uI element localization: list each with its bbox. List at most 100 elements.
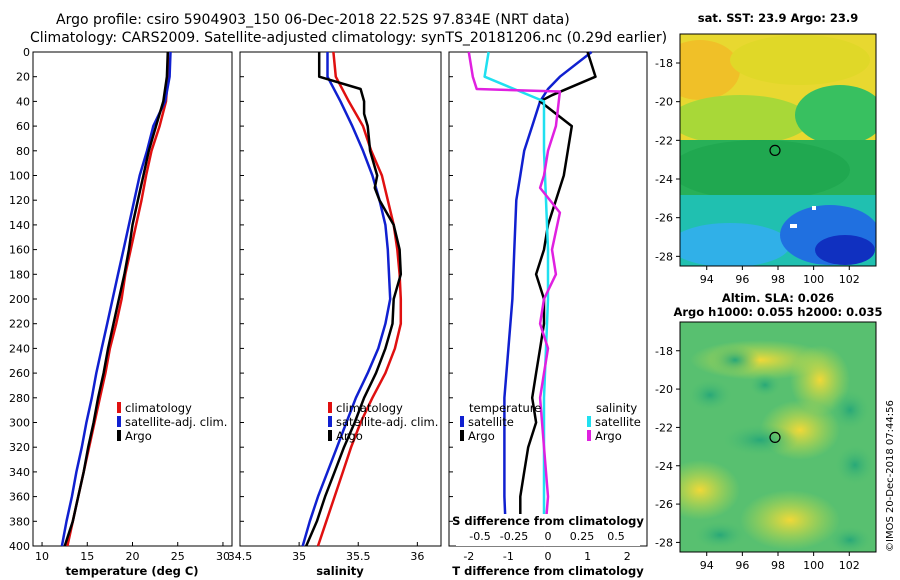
salinity-panel: 34.5 35 35.5 36 salinity climatology satell… <box>228 51 442 578</box>
sla-map-panel: Altim. SLA: 0.026 Argo h1000: 0.055 h200… <box>655 291 883 572</box>
temperature-panel: 0 20 40 60 80 100 120 140 160 180 200 220 240 260 280 3… <box>9 46 233 578</box>
series-line-temperature-satellite <box>503 51 593 547</box>
legend-swatch-argo <box>328 430 332 441</box>
x-tick-label: 25 <box>171 550 185 563</box>
depth-tick-label: 320 <box>9 441 30 454</box>
legend-swatch-satellite <box>328 416 332 427</box>
series-line-salinity-argo <box>467 51 562 547</box>
legend-label-climatology: climatology <box>336 401 403 415</box>
depth-tick-label: 160 <box>9 244 30 257</box>
figure-title-line1: Argo profile: csiro 5904903_150 06-Dec-2… <box>56 12 570 28</box>
legend-swatch-t-satellite <box>460 416 464 427</box>
legend-label-s-argo: Argo <box>595 429 622 443</box>
x-tick-label: 20 <box>126 550 140 563</box>
depth-tick-label: 0 <box>23 46 30 59</box>
legend-swatch-s-argo <box>587 430 591 441</box>
series-line-argo <box>63 51 170 547</box>
map-lon-label: 100 <box>803 559 824 572</box>
sst-map-ticks: 94 96 98 100 102 -18 -20 -22 -24 -26 -28 <box>655 57 860 286</box>
map-lon-label: 102 <box>839 273 860 286</box>
s-diff-tick-label: 0.25 <box>570 530 595 543</box>
temperature-xlabel: temperature (deg C) <box>65 564 198 578</box>
legend-swatch-s-satellite <box>587 416 591 427</box>
legend-swatch-satellite <box>117 416 121 427</box>
map-lon-label: 96 <box>735 559 749 572</box>
x-tick-label: 36 <box>410 550 424 563</box>
legend-swatch-climatology <box>328 402 332 413</box>
x-tick-label: 0 <box>545 550 552 563</box>
depth-tick-label: 200 <box>9 293 30 306</box>
map-lon-label: 96 <box>735 273 749 286</box>
series-line-satellite-adj-clim- <box>301 52 392 547</box>
x-tick-label: 2 <box>624 550 631 563</box>
map-lon-label: 94 <box>700 559 714 572</box>
depth-tick-label: 260 <box>9 367 30 380</box>
depth-tick-label: 120 <box>9 194 30 207</box>
s-difference-axis-box <box>456 514 640 546</box>
difference-series <box>467 51 597 547</box>
series-line-temperature-argo <box>519 51 597 546</box>
depth-tick-label: 40 <box>16 95 30 108</box>
map-lat-label: -24 <box>655 460 673 473</box>
s-difference-xlabel: S difference from climatology <box>452 514 644 528</box>
depth-tick-label: 180 <box>9 268 30 281</box>
argo-position-marker <box>769 144 781 156</box>
x-tick-label: 15 <box>80 550 94 563</box>
depth-tick-label: 280 <box>9 392 30 405</box>
sst-map-title: sat. SST: 23.9 Argo: 23.9 <box>698 11 858 25</box>
series-line-climatology <box>316 51 403 547</box>
map-lat-label: -22 <box>655 421 673 434</box>
map-lon-label: 102 <box>839 559 860 572</box>
x-tick-label: 35.5 <box>346 550 371 563</box>
difference-legend: temperature satellite Argo salinity sate… <box>460 401 641 443</box>
depth-tick-label: 240 <box>9 342 30 355</box>
salinity-legend: climatology satellite-adj. clim. Argo <box>328 401 438 443</box>
legend-title-temperature: temperature <box>469 401 541 415</box>
depth-tick-label: 340 <box>9 466 30 479</box>
x-tick-label: -2 <box>463 550 474 563</box>
s-diff-tick-label: -0.25 <box>500 530 528 543</box>
legend-label-argo: Argo <box>125 429 152 443</box>
legend-label-climatology: climatology <box>125 401 192 415</box>
depth-tick-label: 380 <box>9 515 30 528</box>
map-lat-label: -26 <box>655 498 673 511</box>
sst-map-field <box>680 34 876 266</box>
s-difference-ticks: -0.5 -0.25 0 0.25 0.5 <box>469 530 624 543</box>
s-diff-tick-label: 0 <box>545 530 552 543</box>
map-lat-label: -18 <box>655 57 673 70</box>
depth-tick-label: 300 <box>9 417 30 430</box>
map-lat-label: -26 <box>655 212 673 225</box>
depth-tick-label: 20 <box>16 71 30 84</box>
imos-timestamp: ©IMOS 20-Dec-2018 07:44:56 <box>885 400 896 552</box>
map-lat-label: -20 <box>655 96 673 109</box>
salinity-xlabel: salinity <box>316 564 364 578</box>
map-lon-label: 100 <box>803 273 824 286</box>
map-lon-label: 98 <box>771 559 785 572</box>
argo-position-marker <box>769 431 781 443</box>
legend-label-t-satellite: satellite <box>468 415 514 429</box>
temperature-legend: climatology satellite-adj. clim. Argo <box>117 401 227 443</box>
x-tick-label: -1 <box>503 550 514 563</box>
temperature-series <box>60 51 172 547</box>
figure-title-line2: Climatology: CARS2009. Satellite-adjuste… <box>30 30 667 46</box>
legend-label-s-satellite: satellite <box>595 415 641 429</box>
depth-tick-label: 80 <box>16 145 30 158</box>
depth-tick-label: 60 <box>16 120 30 133</box>
t-difference-xlabel: T difference from climatology <box>452 564 644 578</box>
temperature-plot-frame <box>32 51 233 547</box>
legend-label-satellite: satellite-adj. clim. <box>125 415 227 429</box>
depth-tick-label: 100 <box>9 170 30 183</box>
sla-map-subtitle: Argo h1000: 0.055 h2000: 0.035 <box>673 305 882 319</box>
depth-tick-label: 140 <box>9 219 30 232</box>
legend-label-t-argo: Argo <box>468 429 495 443</box>
s-diff-tick-label: -0.5 <box>469 530 490 543</box>
legend-label-satellite: satellite-adj. clim. <box>336 415 438 429</box>
legend-swatch-t-argo <box>460 430 464 441</box>
x-tick-label: 10 <box>35 550 49 563</box>
salinity-plot-frame <box>239 51 442 547</box>
sla-map-ticks: 94 96 98 100 102 -18 -20 -22 -24 -26 -28 <box>655 345 860 572</box>
s-diff-tick-label: 0.5 <box>607 530 625 543</box>
map-lon-label: 94 <box>700 273 714 286</box>
sla-map-title: Altim. SLA: 0.026 <box>722 291 834 305</box>
map-lat-label: -28 <box>655 536 673 549</box>
